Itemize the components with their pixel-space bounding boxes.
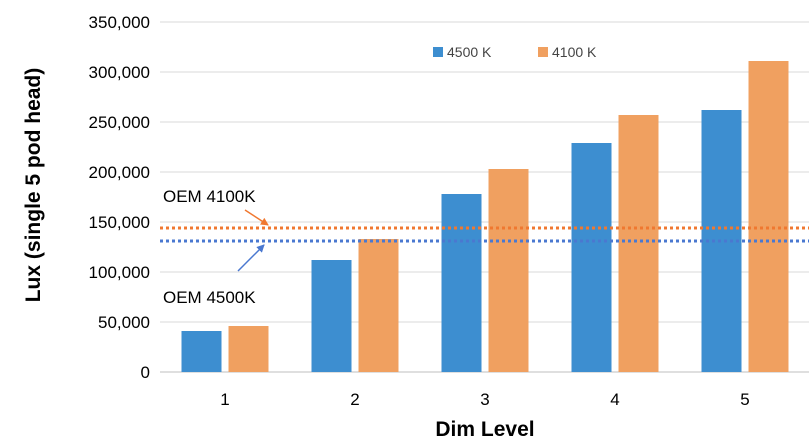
y-tick-label: 150,000 — [89, 213, 150, 232]
bar-4100k-dim-2 — [358, 239, 399, 372]
x-tick-label: 2 — [350, 390, 359, 409]
x-tick-labels: 1 2 3 4 5 — [220, 390, 749, 409]
x-tick-label: 5 — [740, 390, 749, 409]
bar-4100k-dim-3 — [488, 169, 529, 372]
legend-label: 4100 K — [552, 44, 597, 60]
y-axis-title: Lux (single 5 pod head) — [22, 68, 45, 303]
y-tick-label: 300,000 — [89, 63, 150, 82]
x-tick-label: 1 — [220, 390, 229, 409]
bar-4100k-dim-5 — [748, 61, 789, 372]
bar-4100k-dim-1 — [228, 326, 269, 372]
legend: 4500 K 4100 K — [433, 44, 597, 60]
bar-4500k-dim-2 — [311, 260, 352, 372]
bar-4500k-dim-4 — [571, 143, 612, 372]
bars — [181, 61, 789, 372]
legend-swatch — [538, 47, 548, 57]
legend-label: 4500 K — [447, 44, 492, 60]
x-axis-title: Dim Level — [435, 418, 534, 440]
annotation-arrow — [244, 209, 269, 226]
x-tick-label: 4 — [610, 390, 619, 409]
reference-lines: OEM 4100K OEM 4500K — [160, 187, 809, 307]
bar-4100k-dim-4 — [618, 115, 659, 372]
y-tick-label: 50,000 — [98, 313, 150, 332]
annotation-label: OEM 4500K — [163, 288, 256, 307]
y-tick-label: 350,000 — [89, 13, 150, 32]
legend-swatch — [433, 47, 443, 57]
y-tick-label: 250,000 — [89, 113, 150, 132]
y-tick-label: 0 — [141, 363, 150, 382]
annotation-arrow — [237, 244, 265, 272]
y-tick-label: 200,000 — [89, 163, 150, 182]
bar-4500k-dim-3 — [441, 194, 482, 372]
x-tick-label: 3 — [480, 390, 489, 409]
bar-4500k-dim-1 — [181, 331, 222, 372]
y-tick-label: 100,000 — [89, 263, 150, 282]
annotation-label: OEM 4100K — [163, 187, 256, 206]
y-tick-labels: 0 50,000 100,000 150,000 200,000 250,000 300,0… — [89, 13, 150, 382]
